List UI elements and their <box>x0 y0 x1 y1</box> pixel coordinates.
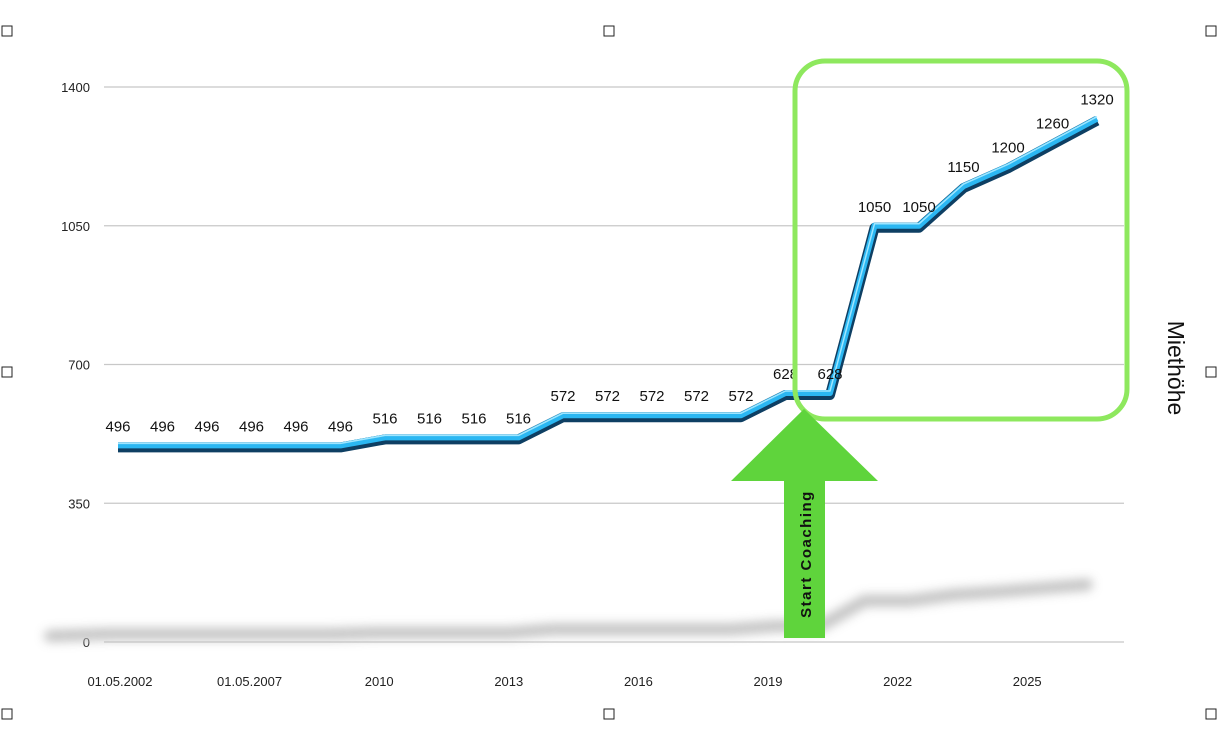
x-axis: 01.05.2002 01.05.2007 2010 2013 2016 2019 2022… <box>87 674 1041 689</box>
series-line-highlight <box>118 116 1098 445</box>
x-tick-label: 01.05.2002 <box>87 674 152 689</box>
y-tick-label: 700 <box>68 358 90 373</box>
data-label: 572 <box>728 388 753 405</box>
x-tick-label: 2016 <box>624 674 653 689</box>
data-label: 516 <box>461 410 486 427</box>
data-label: 1150 <box>947 159 979 176</box>
series-line <box>118 116 1100 453</box>
selection-handle-middle-left[interactable] <box>1 366 13 378</box>
data-label: 1050 <box>858 199 891 216</box>
data-label: 1320 <box>1080 92 1113 109</box>
data-label: 516 <box>417 410 442 427</box>
x-tick-label: 2022 <box>883 674 912 689</box>
data-label: 1260 <box>1036 116 1069 133</box>
selection-handles[interactable] <box>1 25 1217 720</box>
x-tick-label: 2010 <box>365 674 394 689</box>
data-label: 572 <box>684 388 709 405</box>
data-label: 572 <box>550 388 575 405</box>
data-label: 572 <box>595 388 620 405</box>
start-coaching-label: Start Coaching <box>798 490 815 618</box>
data-label: 516 <box>506 410 531 427</box>
data-label: 496 <box>194 418 219 435</box>
start-coaching-arrow <box>731 409 878 638</box>
data-label: 628 <box>773 366 798 383</box>
y-tick-label: 0 <box>83 635 90 650</box>
y-tick-label: 1050 <box>61 219 90 234</box>
y-tick-label: 350 <box>68 496 90 511</box>
data-label: 572 <box>639 388 664 405</box>
data-label: 496 <box>328 418 353 435</box>
y-tick-label: 1400 <box>61 80 90 95</box>
data-label: 1200 <box>991 139 1024 156</box>
highlight-box <box>792 58 1130 422</box>
data-label: 516 <box>372 410 397 427</box>
x-tick-label: 2019 <box>754 674 783 689</box>
shadow-path <box>44 578 1093 642</box>
selection-handle-top-left[interactable] <box>1 25 13 37</box>
selection-handle-bottom-left[interactable] <box>1 708 13 720</box>
selection-handle-top-center[interactable] <box>603 25 615 37</box>
data-label: 496 <box>105 418 130 435</box>
data-label: 496 <box>150 418 175 435</box>
series-line-path <box>118 116 1099 449</box>
x-tick-label: 2013 <box>494 674 523 689</box>
selection-handle-middle-right[interactable] <box>1205 366 1217 378</box>
annotations: Start Coaching <box>731 58 1130 638</box>
selection-handle-bottom-center[interactable] <box>603 708 615 720</box>
grid-lines <box>104 86 1124 643</box>
data-label: 496 <box>283 418 308 435</box>
line-shadow <box>44 578 1093 642</box>
data-label: 628 <box>817 366 842 383</box>
selection-handle-bottom-right[interactable] <box>1205 708 1217 720</box>
selection-handle-top-right[interactable] <box>1205 25 1217 37</box>
data-label: 496 <box>239 418 264 435</box>
data-label: 1050 <box>902 199 935 216</box>
x-tick-label: 2025 <box>1013 674 1042 689</box>
x-tick-label: 01.05.2007 <box>217 674 282 689</box>
y-axis-title: Miethöhe <box>1163 321 1189 416</box>
data-labels: 496 496 496 496 496 496 516 516 516 516 572 572 572 5… <box>105 92 1113 436</box>
y-axis: 0 350 700 1050 1400 <box>61 80 90 650</box>
